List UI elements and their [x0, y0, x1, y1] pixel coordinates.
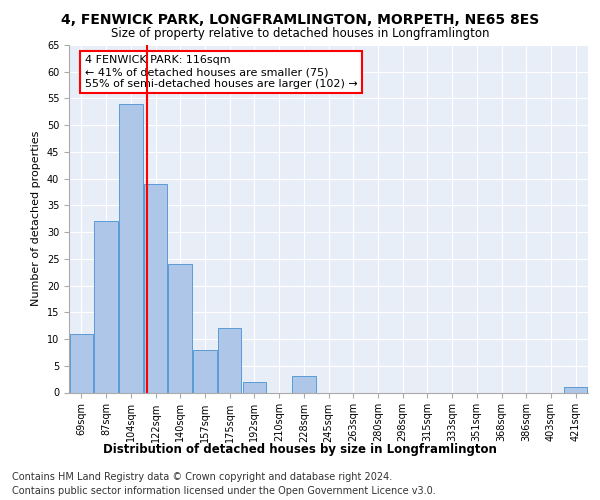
Text: 4, FENWICK PARK, LONGFRAMLINGTON, MORPETH, NE65 8ES: 4, FENWICK PARK, LONGFRAMLINGTON, MORPET… [61, 12, 539, 26]
Text: 4 FENWICK PARK: 116sqm
← 41% of detached houses are smaller (75)
55% of semi-det: 4 FENWICK PARK: 116sqm ← 41% of detached… [85, 56, 358, 88]
Text: Distribution of detached houses by size in Longframlington: Distribution of detached houses by size … [103, 442, 497, 456]
Bar [292, 376, 316, 392]
Bar [564, 387, 587, 392]
Bar [70, 334, 93, 392]
Y-axis label: Number of detached properties: Number of detached properties [31, 131, 41, 306]
Bar [119, 104, 143, 393]
Text: Contains HM Land Registry data © Crown copyright and database right 2024.: Contains HM Land Registry data © Crown c… [12, 472, 392, 482]
Bar [242, 382, 266, 392]
Text: Size of property relative to detached houses in Longframlington: Size of property relative to detached ho… [111, 28, 489, 40]
Bar [144, 184, 167, 392]
Bar [218, 328, 241, 392]
Text: Contains public sector information licensed under the Open Government Licence v3: Contains public sector information licen… [12, 486, 436, 496]
Bar [193, 350, 217, 393]
Bar [94, 222, 118, 392]
Bar [169, 264, 192, 392]
